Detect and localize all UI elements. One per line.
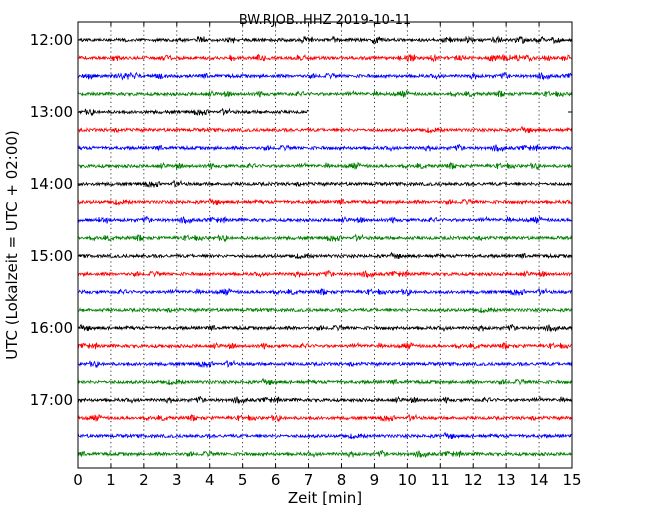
- trace-1600: [77, 323, 573, 333]
- y-tick-label: 13:00: [30, 103, 73, 121]
- trace-1300: [77, 107, 309, 117]
- trace-1415: [77, 197, 573, 206]
- x-tick-label: 1: [106, 471, 116, 489]
- x-tick-label: 14: [530, 471, 549, 489]
- y-axis-label: UTC (Lokalzeit = UTC + 02:00): [3, 130, 21, 360]
- x-tick-label: 6: [271, 471, 281, 489]
- trace-1715: [77, 413, 573, 423]
- chart-title: BW.RJOB..HHZ 2019-10-11: [239, 13, 411, 28]
- y-tick-label: 17:00: [30, 391, 73, 409]
- x-tick-label: 13: [497, 471, 516, 489]
- x-tick-label: 12: [464, 471, 483, 489]
- trace-1230: [77, 71, 573, 81]
- trace-1315: [77, 125, 573, 134]
- x-tick-label: 8: [337, 471, 347, 489]
- trace-1530: [77, 287, 573, 297]
- trace-1330: [77, 143, 573, 153]
- y-tick-label: 15:00: [30, 247, 73, 265]
- trace-1200: [77, 35, 573, 45]
- y-tick-label: 12:00: [30, 31, 73, 49]
- plot-frame: [77, 21, 573, 469]
- x-tick-label: 10: [398, 471, 417, 489]
- trace-1400: [77, 179, 573, 188]
- trace-layer: [77, 35, 573, 459]
- trace-1615: [77, 341, 573, 350]
- trace-1730: [77, 431, 573, 440]
- x-tick-label: 4: [205, 471, 215, 489]
- trace-1445: [77, 233, 573, 243]
- trace-1645: [77, 377, 573, 386]
- trace-1545: [77, 306, 573, 314]
- trace-1500: [77, 251, 573, 260]
- y-tick-label: 16:00: [30, 319, 73, 337]
- x-tick-label: 2: [139, 471, 149, 489]
- x-tick-label: 0: [73, 471, 83, 489]
- x-tick-label: 5: [238, 471, 248, 489]
- x-tick-label: 9: [370, 471, 380, 489]
- x-tick-label: 11: [431, 471, 450, 489]
- grid-layer: [110, 22, 540, 468]
- x-tick-label: 15: [562, 471, 581, 489]
- y-tick-label: 14:00: [30, 175, 73, 193]
- trace-1700: [77, 395, 573, 405]
- trace-1245: [77, 89, 573, 98]
- trace-1745: [77, 449, 573, 459]
- trace-1515: [77, 269, 573, 279]
- trace-1630: [77, 359, 573, 369]
- trace-1430: [77, 215, 573, 225]
- x-tick-label: 7: [304, 471, 314, 489]
- x-axis-label: Zeit [min]: [288, 489, 362, 507]
- tick-layer: 0 1 2 3 4 5 6 7 8 9 10 11 12 13 14 1512:0013:0014:0015:…: [30, 22, 582, 489]
- trace-1215: [77, 53, 573, 63]
- x-tick-label: 3: [172, 471, 182, 489]
- trace-1345: [77, 161, 573, 171]
